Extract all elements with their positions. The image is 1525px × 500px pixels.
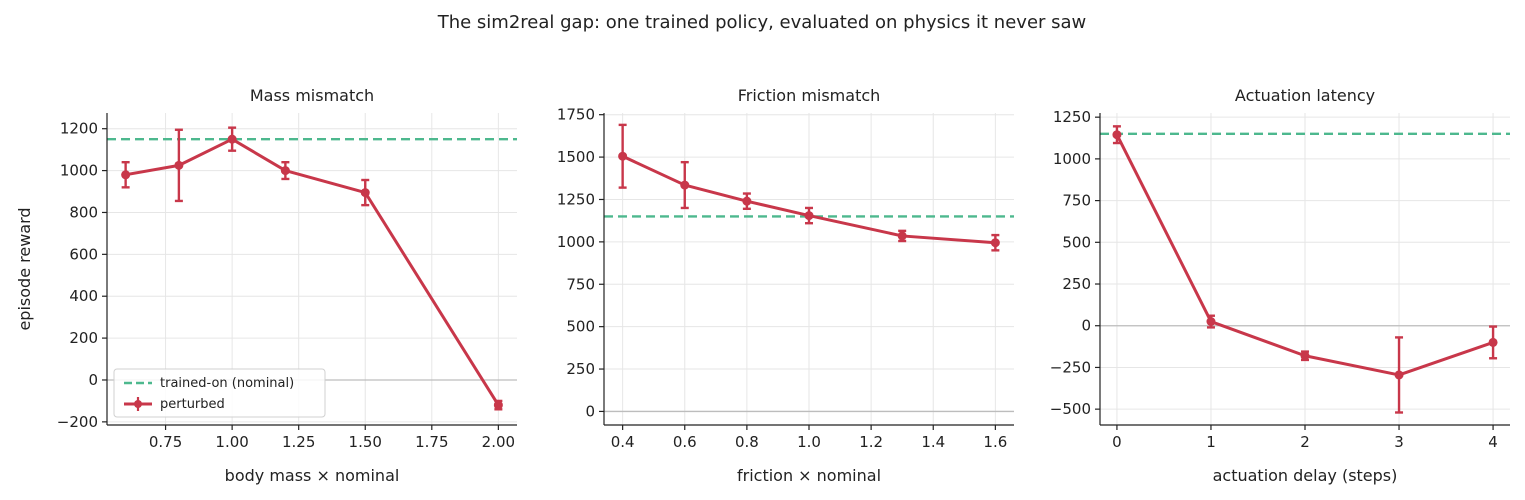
- legend-box: [113, 368, 326, 418]
- x-tick-label: 1.6: [983, 433, 1007, 451]
- x-tick-label: 1.0: [797, 433, 821, 451]
- x-tick-label: 1: [1206, 433, 1216, 451]
- y-tick-label: 1000: [557, 233, 595, 251]
- x-tick-label: 0: [1112, 433, 1122, 451]
- y-tick-label: 0: [1081, 317, 1091, 335]
- data-point: [990, 238, 1000, 248]
- x-tick-label: 1.4: [921, 433, 945, 451]
- data-point: [680, 180, 690, 190]
- y-tick-label: 1500: [557, 148, 595, 166]
- x-tick-label: 3: [1394, 433, 1404, 451]
- y-tick-label: 1000: [60, 162, 98, 180]
- x-tick-label: 1.50: [349, 433, 382, 451]
- panel-title: Actuation latency: [1235, 86, 1375, 105]
- x-tick-label: 1.2: [859, 433, 883, 451]
- data-point: [360, 188, 370, 198]
- x-tick-label: 4: [1488, 433, 1498, 451]
- y-tick-label: 250: [1062, 275, 1091, 293]
- y-tick-label: 0: [88, 371, 98, 389]
- y-axis-label: episode reward: [15, 207, 34, 330]
- x-tick-label: 0.8: [735, 433, 759, 451]
- data-point: [1394, 370, 1404, 380]
- y-tick-label: 250: [566, 360, 595, 378]
- panel-1: 0.75 1.00 1.25 1.50 1.75 2.00 −200 0 200 400 600 80…: [15, 86, 517, 485]
- panels: 0.75 1.00 1.25 1.50 1.75 2.00−200020040060080…: [15, 86, 1510, 485]
- legend-perturbed-label: perturbed: [160, 397, 225, 412]
- data-point: [280, 166, 290, 176]
- y-tick-label: −200: [57, 413, 98, 431]
- y-tick-label: −500: [1050, 400, 1091, 418]
- series-line-perturbed: [125, 137, 500, 406]
- y-tick-label: 1250: [557, 190, 595, 208]
- x-axis-label: actuation delay (steps): [1213, 466, 1398, 485]
- series-line-perturbed: [622, 154, 996, 245]
- data-point: [897, 231, 907, 241]
- x-tick-label: 0.6: [673, 433, 697, 451]
- data-point: [227, 134, 237, 144]
- y-tick-label: 600: [69, 245, 98, 263]
- y-tick-label: 1200: [60, 120, 98, 138]
- legend-nominal-label: trained-on (nominal): [160, 376, 294, 391]
- y-tick-label: 500: [1062, 233, 1091, 251]
- x-tick-label: 0.75: [149, 433, 182, 451]
- y-tick-label: 0: [585, 402, 595, 420]
- y-tick-label: 200: [69, 329, 98, 347]
- y-tick-label: 500: [566, 318, 595, 336]
- panel-3: 0 1 2 3 4 −500 −250 0 250 500 750 1000 1250 Actuation…: [1050, 86, 1510, 485]
- data-point: [618, 151, 628, 161]
- y-tick-label: 1750: [557, 106, 595, 124]
- panel-2: 0.4 0.6 0.8 1.0 1.2 1.4 1.6 0 250 500 750 1000 1250 1…: [557, 86, 1014, 485]
- data-point: [1300, 351, 1310, 361]
- data-point: [1206, 317, 1216, 327]
- x-tick-label: 2: [1300, 433, 1310, 451]
- x-tick-label: 1.75: [415, 433, 448, 451]
- data-point: [121, 170, 131, 180]
- panel-title: Mass mismatch: [250, 86, 374, 105]
- data-point: [804, 211, 814, 221]
- data-point: [1488, 337, 1498, 347]
- y-tick-label: 1000: [1053, 150, 1091, 168]
- data-point: [1112, 130, 1122, 140]
- y-tick-label: 1250: [1053, 108, 1091, 126]
- data-point: [174, 160, 184, 170]
- y-tick-label: 800: [69, 203, 98, 221]
- data-point: [493, 400, 503, 410]
- figure-suptitle: The sim2real gap: one trained policy, ev…: [437, 12, 1087, 33]
- x-tick-label: 2.00: [482, 433, 515, 451]
- y-tick-label: 750: [1062, 192, 1091, 210]
- x-axis-label: body mass × nominal: [225, 466, 400, 485]
- legend: trained-on (nominal) perturbed: [113, 368, 326, 418]
- data-point: [742, 196, 752, 206]
- x-tick-label: 1.25: [282, 433, 315, 451]
- legend-perturbed-marker: [134, 400, 142, 408]
- x-axis-label: friction × nominal: [737, 466, 881, 485]
- y-tick-label: −250: [1050, 358, 1091, 376]
- x-tick-label: 0.4: [611, 433, 635, 451]
- y-tick-label: 400: [69, 287, 98, 305]
- x-tick-label: 1.00: [215, 433, 248, 451]
- panel-title: Friction mismatch: [738, 86, 881, 105]
- y-tick-label: 750: [566, 275, 595, 293]
